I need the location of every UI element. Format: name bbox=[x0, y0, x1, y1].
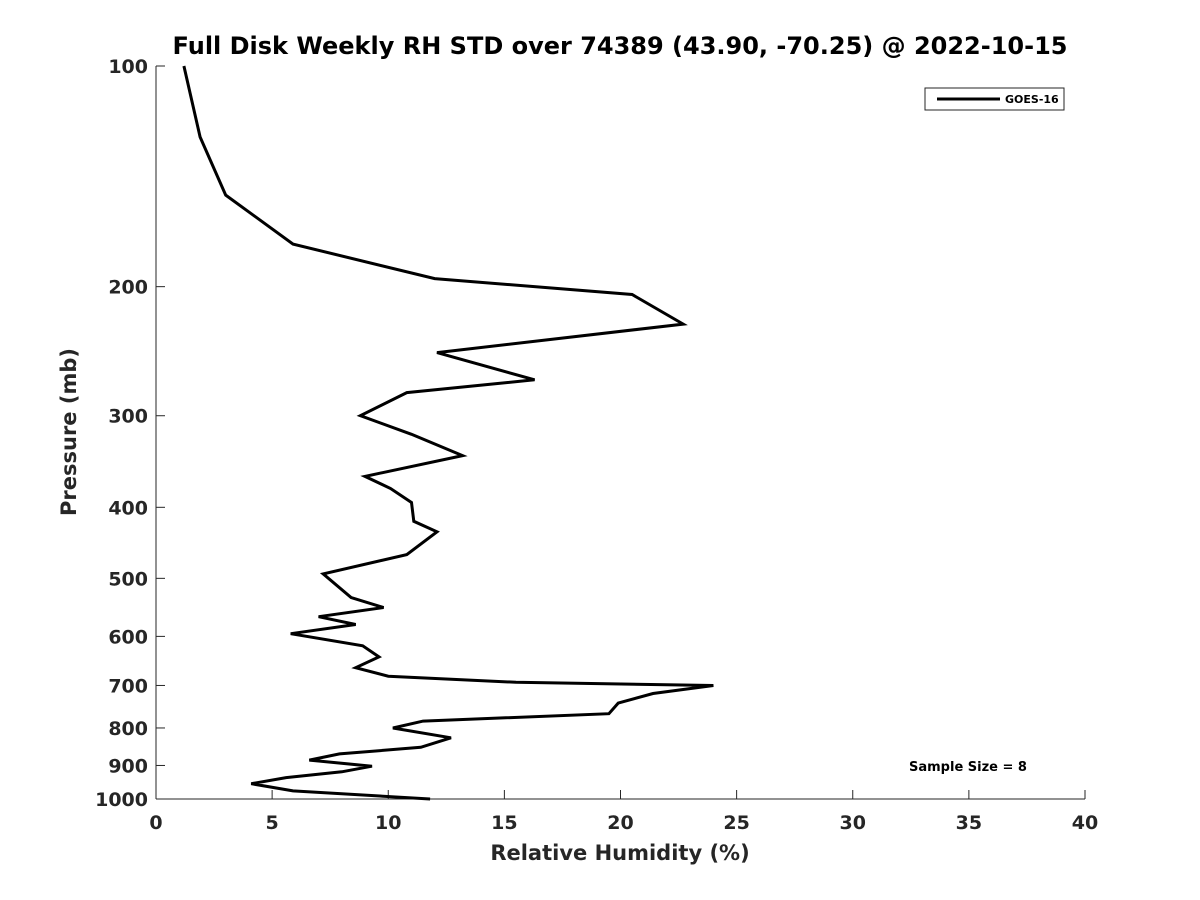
legend: GOES-16 bbox=[924, 87, 1065, 111]
y-tick-label: 300 bbox=[108, 406, 148, 428]
y-tick-label: 1000 bbox=[95, 789, 148, 811]
x-tick-label: 35 bbox=[956, 812, 982, 834]
x-tick-label: 20 bbox=[607, 812, 633, 834]
y-tick-label: 900 bbox=[108, 755, 148, 777]
x-tick-label: 0 bbox=[149, 812, 162, 834]
y-tick-label: 100 bbox=[108, 56, 148, 78]
y-tick-label: 400 bbox=[108, 497, 148, 519]
x-tick-label: 30 bbox=[840, 812, 866, 834]
y-tick-label: 700 bbox=[108, 675, 148, 697]
axes bbox=[155, 66, 1085, 800]
x-tick-label: 40 bbox=[1072, 812, 1098, 834]
legend-entry-goes-16: GOES-16 bbox=[1005, 93, 1059, 106]
x-axis-ticks: 0 5 10 15 20 25 30 35 40 bbox=[149, 790, 1098, 834]
y-tick-label: 500 bbox=[108, 568, 148, 590]
y-tick-label: 200 bbox=[108, 277, 148, 299]
chart-title: Full Disk Weekly RH STD over 74389 (43.9… bbox=[173, 32, 1068, 60]
series-line-goes-16 bbox=[182, 65, 714, 801]
x-tick-label: 25 bbox=[723, 812, 749, 834]
x-axis-label: Relative Humidity (%) bbox=[490, 841, 749, 865]
y-tick-label: 800 bbox=[108, 718, 148, 740]
x-tick-label: 10 bbox=[375, 812, 401, 834]
y-axis-label: Pressure (mb) bbox=[57, 348, 81, 516]
y-axis-ticks: 100 200 300 400 500 600 700 800 900 1000 bbox=[95, 56, 165, 811]
x-tick-label: 15 bbox=[491, 812, 517, 834]
series-layer bbox=[182, 65, 714, 801]
y-tick-label: 600 bbox=[108, 626, 148, 648]
x-tick-label: 5 bbox=[266, 812, 279, 834]
sample-size-annotation: Sample Size = 8 bbox=[909, 760, 1027, 775]
